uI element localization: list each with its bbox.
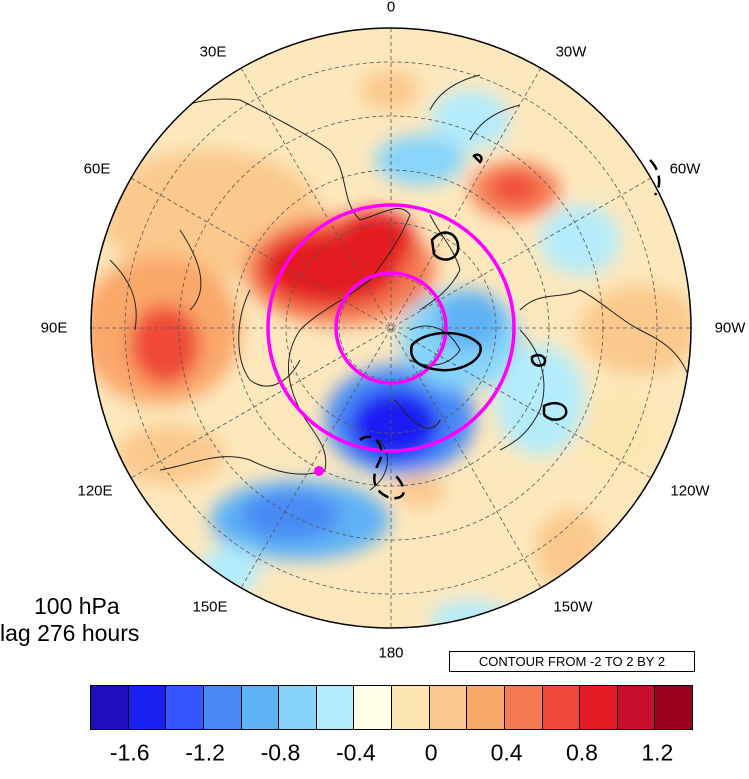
contour-positive — [409, 331, 482, 372]
colorbar-swatch — [542, 686, 581, 729]
lon-label-120w: 120W — [670, 482, 710, 500]
colorbar-tick-label: 0.4 — [490, 739, 523, 766]
colorbar-swatch — [203, 686, 242, 729]
contour-positive — [430, 231, 460, 261]
colorbar-swatch — [166, 686, 204, 729]
coastlines — [109, 74, 691, 491]
lon-label-0: 0 — [386, 0, 396, 16]
contour-positive — [542, 402, 568, 421]
lon-label-60e: 60E — [83, 160, 111, 178]
colorbar-swatch — [128, 686, 167, 729]
highlight-circles — [266, 203, 516, 453]
colorbar-tick-label: 0 — [424, 739, 438, 766]
contour-negative — [359, 435, 405, 500]
lon-label-150e: 150E — [192, 598, 228, 616]
contour-lines — [359, 153, 661, 500]
contour-positive — [530, 353, 547, 367]
lon-label-30w: 30W — [555, 43, 587, 61]
lon-label-120e: 120E — [77, 482, 113, 500]
colorbar-tick-label: -1.6 — [109, 739, 150, 766]
colorbar-swatch — [91, 686, 129, 729]
lon-label-150w: 150W — [553, 598, 593, 616]
lon-label-30e: 30E — [199, 43, 227, 61]
colorbar-swatch — [279, 686, 317, 729]
graticule — [91, 28, 691, 628]
colorbar-tick-label: -0.8 — [260, 739, 301, 766]
lon-label-60w: 60W — [669, 160, 701, 178]
colorbar-swatch — [580, 686, 618, 729]
colorbar-swatch — [392, 686, 430, 729]
colorbar-swatch — [354, 686, 392, 729]
lon-label-90w: 90W — [714, 319, 746, 337]
contour-negative — [649, 159, 661, 196]
contour-note: CONTOUR FROM -2 TO 2 BY 2 — [449, 651, 695, 672]
colorbar-swatch — [316, 686, 355, 729]
colorbar-tick-label: 0.8 — [565, 739, 598, 766]
colorbar-swatch — [617, 686, 656, 729]
map-border — [90, 27, 692, 629]
lon-label-90e: 90E — [40, 319, 68, 337]
colorbar-swatch — [467, 686, 505, 729]
pressure-level-label: 100 hPa — [34, 593, 120, 619]
lag-label: lag 276 hours — [0, 620, 140, 646]
colorbar-tick-label: -1.2 — [185, 739, 225, 766]
colorbar-swatch — [241, 686, 280, 729]
colorbar-tick-label: 1.2 — [641, 739, 674, 766]
colorbar-tick-label: -0.4 — [335, 739, 376, 766]
colorbar — [90, 685, 693, 730]
outer-circle — [266, 203, 516, 453]
inner-circle — [334, 271, 448, 385]
highlight-point — [314, 466, 324, 476]
contour-positive — [472, 153, 483, 164]
colorbar-swatch — [655, 686, 692, 729]
lon-label-180: 180 — [378, 644, 404, 662]
colorbar-swatch — [429, 686, 468, 729]
colorbar-swatch — [504, 686, 543, 729]
